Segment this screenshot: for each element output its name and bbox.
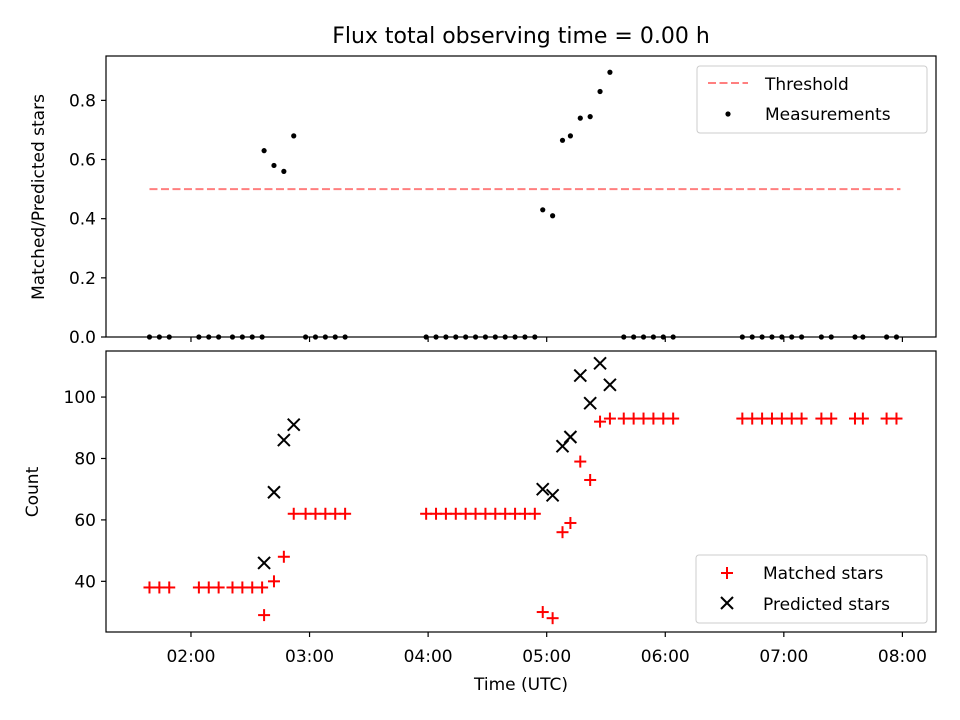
matched-stars-point xyxy=(795,412,808,425)
matched-legend-marker xyxy=(721,567,733,579)
predicted-stars-point xyxy=(257,556,271,570)
predicted-stars-point xyxy=(277,433,291,447)
matched-stars-point xyxy=(594,415,607,428)
matched-stars-point xyxy=(256,581,269,594)
bottom-y-tick-label: 100 xyxy=(64,388,96,408)
predicted-stars-point xyxy=(545,488,560,503)
top-panel: 0.00.20.40.60.8 Matched/Predicted stars … xyxy=(29,55,937,348)
matched-stars-point xyxy=(536,606,549,619)
matched-stars-point xyxy=(856,412,869,425)
measurements-point xyxy=(559,137,566,143)
bottom-legend: Matched stars Predicted stars xyxy=(695,554,928,624)
matched-stars-point xyxy=(287,507,300,520)
x-tick-label: 02:00 xyxy=(166,647,215,667)
matched-stars-point xyxy=(277,550,290,563)
predicted-stars-point xyxy=(267,485,281,499)
predicted-stars-point xyxy=(287,417,301,432)
bottom-legend-box xyxy=(695,554,928,624)
matched-stars-point xyxy=(546,612,559,625)
top-y-ticks: 0.0 0.2 0.4 0.6 0.8 xyxy=(69,91,106,348)
matched-stars-point xyxy=(339,507,352,520)
measurements-point xyxy=(597,88,603,95)
measurements-legend-marker xyxy=(725,111,731,117)
bottom-x-ticks: 02:00 03:00 04:00 05:00 06:00 07:00 08:00 xyxy=(166,632,927,667)
top-legend: Threshold Measurements xyxy=(696,65,928,134)
matched-stars-point xyxy=(528,507,541,520)
bottom-y-tick-label: 40 xyxy=(74,572,96,592)
top-y-tick-label: 0.6 xyxy=(69,151,96,171)
predicted-legend-marker xyxy=(720,596,734,610)
measurements-legend-label: Measurements xyxy=(765,105,891,125)
top-y-tick-label: 0.2 xyxy=(69,269,96,289)
x-axis-label: Time (UTC) xyxy=(473,675,568,695)
matched-stars-point xyxy=(890,412,903,425)
predicted-stars-point xyxy=(593,356,607,370)
measurements-point xyxy=(271,162,277,169)
top-y-tick-label: 0.8 xyxy=(69,91,96,111)
matched-stars-point xyxy=(212,581,225,594)
matched-stars-point xyxy=(267,575,280,588)
matched-stars-point xyxy=(163,581,176,594)
top-legend-box xyxy=(696,65,928,134)
predicted-legend-label: Predicted stars xyxy=(763,595,890,615)
bottom-y-tick-label: 60 xyxy=(74,511,96,531)
top-y-tick-label: 0.4 xyxy=(69,210,96,230)
matched-stars-point xyxy=(603,412,616,425)
predicted-stars-point xyxy=(603,378,617,392)
x-tick-label: 07:00 xyxy=(759,647,808,667)
predicted-stars-point xyxy=(573,368,587,383)
predicted-stars-point xyxy=(583,396,597,410)
measurements-point xyxy=(281,168,287,174)
matched-stars-point xyxy=(564,516,577,529)
x-tick-label: 05:00 xyxy=(522,647,571,667)
top-y-axis-label: Matched/Predicted stars xyxy=(29,94,49,300)
x-tick-label: 04:00 xyxy=(404,647,453,667)
bottom-plot-area xyxy=(143,356,903,625)
matched-legend-label: Matched stars xyxy=(763,564,883,584)
matched-stars-point xyxy=(574,455,587,468)
measurements-point xyxy=(261,148,267,154)
bottom-y-axis-label: Count xyxy=(23,466,43,517)
matched-stars-point xyxy=(584,473,597,486)
bottom-panel: 40 60 80 100 02:00 03:00 04:00 05:00 06:00 07:00… xyxy=(23,350,937,695)
bottom-y-ticks: 40 60 80 100 xyxy=(64,388,106,592)
bottom-y-tick-label: 80 xyxy=(74,449,96,469)
matched-stars-point xyxy=(667,412,680,425)
measurements-point xyxy=(540,207,546,213)
measurements-point xyxy=(587,114,593,120)
matched-stars-point xyxy=(825,412,838,425)
predicted-stars-point xyxy=(563,430,578,444)
matched-stars-point xyxy=(556,526,569,539)
x-tick-label: 06:00 xyxy=(641,647,690,667)
figure-title: Flux total observing time = 0.00 h xyxy=(332,24,710,49)
top-x-ticks xyxy=(190,337,904,342)
x-tick-label: 08:00 xyxy=(878,647,927,667)
measurements-point xyxy=(567,133,574,139)
matched-stars-point xyxy=(258,609,271,622)
bottom-axes-frame xyxy=(105,350,937,633)
measurements-point xyxy=(291,133,297,139)
predicted-stars-point xyxy=(536,482,550,496)
measurements-point xyxy=(577,115,583,121)
x-tick-label: 03:00 xyxy=(285,647,334,667)
top-y-tick-label: 0.0 xyxy=(69,328,96,348)
top-axes-frame xyxy=(105,55,937,338)
threshold-legend-label: Threshold xyxy=(764,75,849,95)
measurements-point xyxy=(607,69,613,75)
measurements-point xyxy=(550,213,556,219)
